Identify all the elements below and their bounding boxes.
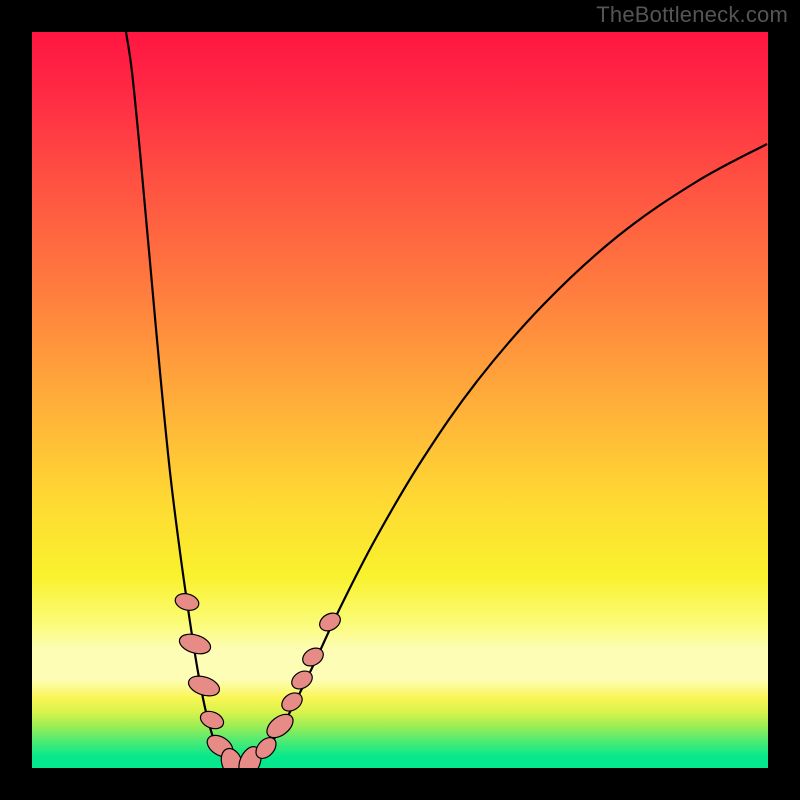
plot-svg: [32, 32, 768, 768]
gradient-background: [32, 32, 768, 768]
plot-area: [32, 32, 768, 768]
canvas-frame: TheBottleneck.com: [0, 0, 800, 800]
watermark-text: TheBottleneck.com: [596, 2, 788, 28]
